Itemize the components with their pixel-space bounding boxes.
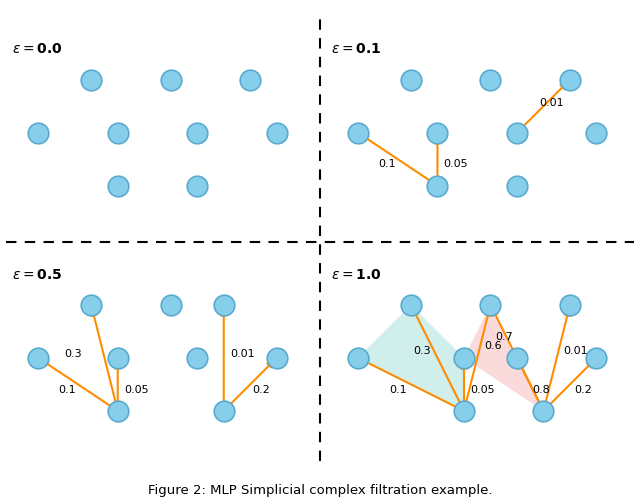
- Text: 0.7: 0.7: [495, 331, 513, 341]
- Point: [406, 301, 416, 309]
- Text: 0.3: 0.3: [64, 348, 81, 358]
- Point: [353, 129, 363, 137]
- Text: 0.1: 0.1: [378, 159, 396, 169]
- Text: 0.6: 0.6: [484, 340, 502, 350]
- Text: 0.2: 0.2: [574, 384, 592, 394]
- Point: [591, 129, 602, 137]
- Point: [565, 77, 575, 85]
- Text: 0.01: 0.01: [539, 98, 564, 108]
- Text: 0.1: 0.1: [389, 384, 406, 394]
- Point: [433, 182, 443, 190]
- Point: [86, 301, 97, 309]
- Point: [512, 182, 522, 190]
- Point: [113, 182, 123, 190]
- Text: $\varepsilon = \mathbf{0.0}$: $\varepsilon = \mathbf{0.0}$: [12, 43, 62, 57]
- Point: [512, 129, 522, 137]
- Text: 0.2: 0.2: [252, 384, 269, 394]
- Point: [512, 354, 522, 362]
- Point: [113, 354, 123, 362]
- Point: [113, 129, 123, 137]
- Polygon shape: [358, 305, 464, 411]
- Point: [538, 407, 548, 415]
- Point: [166, 301, 176, 309]
- Text: 0.01: 0.01: [230, 348, 255, 358]
- Point: [33, 129, 44, 137]
- Text: 0.01: 0.01: [563, 345, 588, 355]
- Point: [565, 301, 575, 309]
- Point: [113, 407, 123, 415]
- Text: 0.3: 0.3: [413, 345, 430, 355]
- Point: [192, 129, 202, 137]
- Point: [485, 77, 495, 85]
- Point: [245, 77, 255, 85]
- Point: [485, 301, 495, 309]
- Point: [271, 354, 282, 362]
- Point: [459, 407, 469, 415]
- Point: [192, 182, 202, 190]
- Point: [433, 129, 443, 137]
- Text: $\varepsilon = \mathbf{1.0}$: $\varepsilon = \mathbf{1.0}$: [332, 267, 382, 281]
- Text: 0.05: 0.05: [444, 159, 468, 169]
- Point: [591, 354, 602, 362]
- Text: $\varepsilon = \mathbf{0.5}$: $\varepsilon = \mathbf{0.5}$: [12, 267, 62, 281]
- Point: [219, 301, 229, 309]
- Text: $\varepsilon = \mathbf{0.1}$: $\varepsilon = \mathbf{0.1}$: [332, 43, 381, 57]
- Point: [271, 129, 282, 137]
- Point: [459, 354, 469, 362]
- Point: [33, 354, 44, 362]
- Point: [406, 77, 416, 85]
- Point: [219, 407, 229, 415]
- Text: 0.8: 0.8: [532, 384, 550, 394]
- Text: 0.05: 0.05: [470, 384, 495, 394]
- Point: [86, 77, 97, 85]
- Text: 0.1: 0.1: [58, 384, 76, 394]
- Polygon shape: [464, 305, 543, 411]
- Text: Figure 2: MLP Simplicial complex filtration example.: Figure 2: MLP Simplicial complex filtrat…: [148, 483, 492, 496]
- Point: [166, 77, 176, 85]
- Point: [353, 354, 363, 362]
- Text: 0.05: 0.05: [124, 384, 148, 394]
- Point: [192, 354, 202, 362]
